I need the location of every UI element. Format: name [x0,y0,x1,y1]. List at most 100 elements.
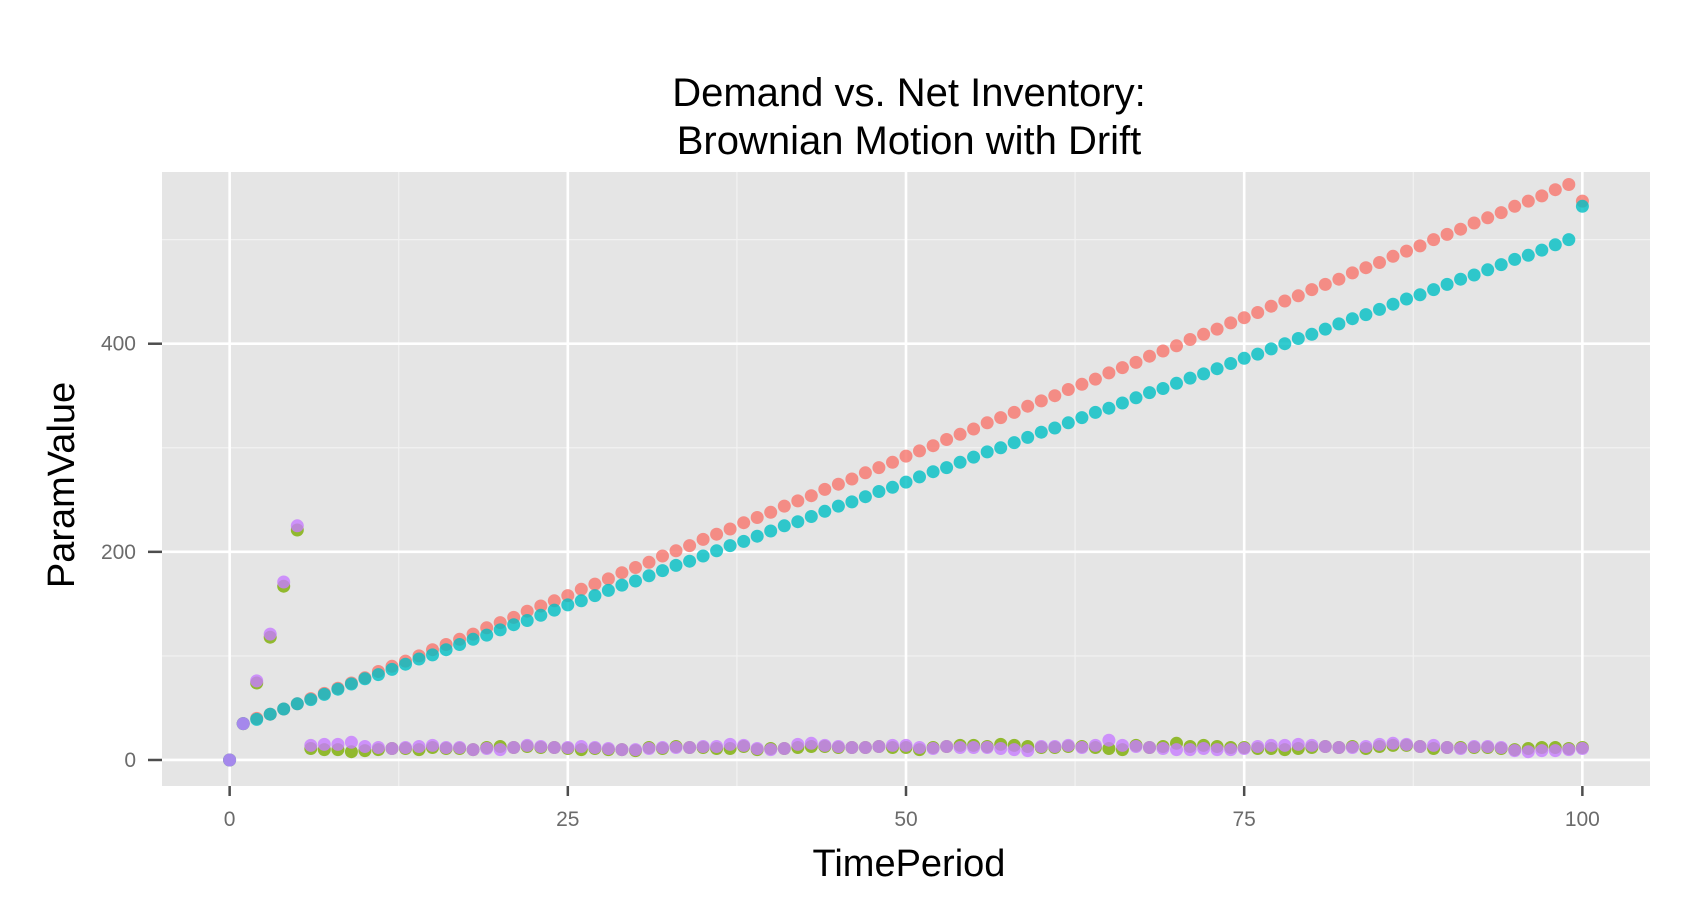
data-point-series-1 [872,461,886,475]
data-point-series-4 [980,741,994,754]
data-point-series-3 [791,515,805,529]
data-point-series-3 [845,495,859,509]
data-point-series-3 [1034,425,1048,439]
data-point-series-1 [967,422,981,436]
data-point-series-1 [1021,399,1035,413]
data-point-series-4 [507,741,521,754]
data-point-series-4 [466,743,480,757]
data-point-series-1 [764,505,778,519]
data-point-series-4 [737,738,751,752]
data-point-series-3 [1535,243,1549,257]
data-point-series-1 [696,532,710,546]
data-point-series-3 [561,598,575,612]
data-point-series-4 [426,738,439,752]
data-point-series-4 [953,741,967,754]
data-point-series-4 [1048,740,1062,753]
data-point-series-3 [615,578,629,592]
data-point-series-3 [1278,337,1292,351]
data-point-series-3 [1237,351,1251,365]
data-point-series-3 [1170,376,1183,390]
data-point-series-4 [1305,738,1319,752]
data-point-series-1 [1007,405,1021,419]
chart-title-line-2: Brownian Motion with Drift [677,119,1142,163]
data-point-series-1 [615,566,629,580]
data-point-series-4 [1007,743,1021,757]
data-point-series-4 [1224,743,1238,757]
data-point-series-4 [1021,744,1035,758]
data-point-series-4 [629,743,642,757]
data-point-series-1 [886,455,899,469]
data-point-series-4 [574,740,588,753]
data-point-series-4 [399,741,412,754]
data-point-series-4 [1359,740,1373,753]
data-point-series-3 [1427,283,1441,297]
data-point-series-3 [723,539,737,553]
data-point-series-1 [1548,183,1562,197]
data-point-series-3 [304,693,318,707]
data-point-series-1 [777,499,791,513]
data-point-series-4 [1251,740,1265,753]
data-point-series-3 [1332,317,1346,331]
data-point-series-4 [1427,738,1441,752]
data-point-series-1 [1048,389,1062,403]
data-point-series-1 [913,444,926,458]
data-point-series-1 [547,594,561,608]
data-point-series-3 [534,608,548,622]
data-point-series-1 [642,555,656,569]
data-point-series-3 [737,534,751,548]
data-point-series-1 [818,482,832,496]
data-point-series-1 [1427,233,1441,247]
data-point-series-4 [899,738,913,752]
data-point-series-1 [588,577,602,591]
data-point-series-3 [263,707,277,721]
data-point-series-3 [1102,401,1116,415]
data-point-series-1 [1535,189,1549,203]
data-point-series-1 [1102,366,1116,380]
data-point-series-4 [1332,741,1346,754]
data-point-series-4 [710,740,724,753]
data-point-series-3 [1088,405,1102,419]
data-point-series-1 [656,549,669,563]
data-point-series-4 [913,741,926,754]
data-point-series-1 [1088,372,1102,386]
data-point-series-4 [385,742,399,755]
data-point-series-4 [831,740,845,753]
data-point-series-3 [1521,248,1535,262]
y-tick-label: 200 [101,541,136,564]
data-point-series-4 [371,741,385,754]
data-point-series-1 [1359,261,1373,275]
data-point-series-3 [913,470,926,484]
data-point-series-1 [750,511,764,524]
data-point-series-1 [1467,216,1481,230]
data-point-series-1 [1481,211,1495,225]
data-point-series-1 [1318,277,1332,291]
data-point-series-1 [1373,256,1386,269]
data-point-series-3 [818,504,832,518]
data-point-series-4 [1508,744,1522,758]
data-point-series-4 [804,736,818,750]
data-point-series-4 [1061,738,1075,752]
data-point-series-4 [1129,740,1143,753]
data-point-series-3 [899,475,913,489]
data-point-series-4 [669,741,683,754]
data-point-series-3 [1318,322,1332,336]
axes: 0 25 50 75 100 0 200 400 [101,333,1600,831]
data-point-series-4 [1345,741,1359,754]
data-point-series-3 [507,618,521,632]
data-point-series-3 [331,682,345,696]
data-point-series-4 [1102,733,1116,747]
data-point-series-4 [250,674,264,688]
data-point-series-4 [1291,737,1305,751]
data-point-series-4 [750,742,764,755]
data-point-series-3 [980,445,994,459]
data-point-series-3 [1075,411,1089,425]
data-point-series-4 [344,735,358,749]
data-point-series-4 [493,743,507,757]
data-point-series-3 [426,648,439,662]
data-point-series-3 [466,632,480,646]
data-point-series-3 [777,519,791,533]
data-point-series-3 [1305,327,1319,341]
data-point-series-4 [1264,738,1278,752]
data-point-series-4 [791,737,805,751]
